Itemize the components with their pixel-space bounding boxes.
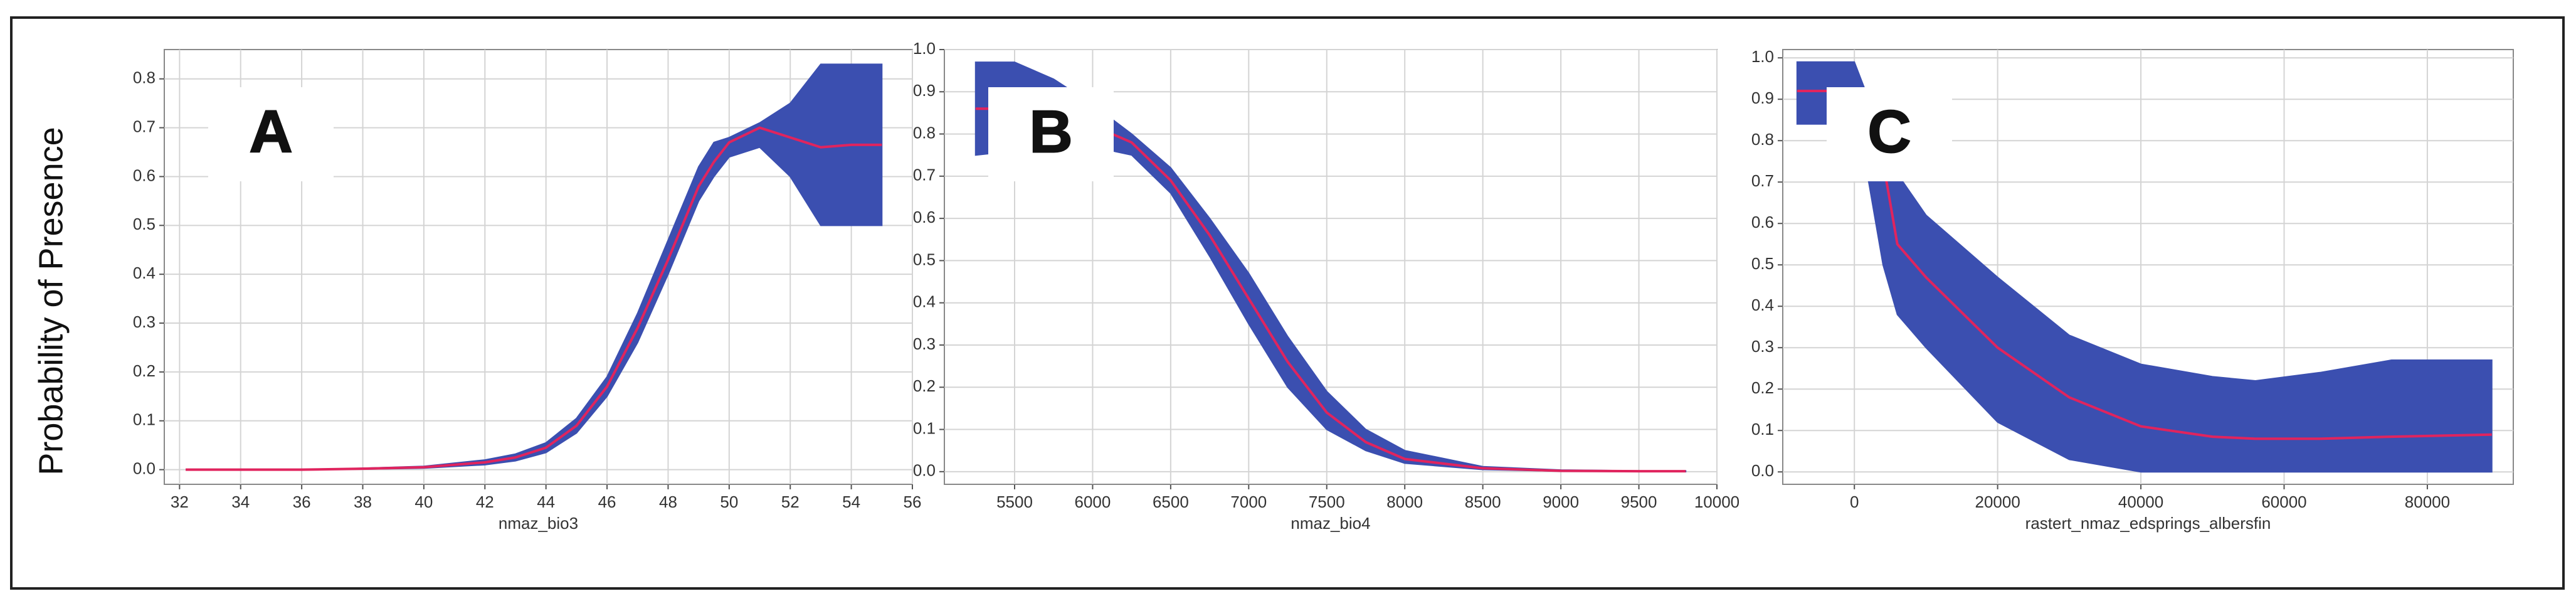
y-tick-label: 0.5 [133, 215, 156, 233]
panel-label: C [1867, 98, 1911, 165]
x-tick-label: 80000 [2405, 492, 2450, 511]
x-tick-label: 8000 [1386, 492, 1423, 511]
x-tick-label: 50 [720, 492, 738, 511]
x-tick-label: 56 [904, 492, 922, 511]
mean-line [186, 126, 882, 471]
y-tick-label: 0.1 [133, 410, 156, 429]
y-tick-label: 0.6 [133, 166, 156, 184]
y-tick-label: 0.2 [1751, 378, 1774, 397]
x-tick-label: 38 [354, 492, 372, 511]
y-tick-label: 0.3 [913, 334, 936, 353]
x-tick-label: 7000 [1230, 492, 1267, 511]
x-tick-label: 40 [414, 492, 433, 511]
y-tick-label: 0.0 [913, 461, 936, 480]
confidence-band [1796, 61, 2493, 473]
x-tick-label: 10000 [1694, 492, 1739, 511]
x-tick-label: 32 [171, 492, 189, 511]
y-tick-label: 1.0 [1751, 47, 1774, 66]
y-tick-label: 0.8 [133, 68, 156, 87]
x-tick-label: 54 [842, 492, 860, 511]
x-tick-label: 9500 [1621, 492, 1657, 511]
y-tick-label: 0.7 [133, 117, 156, 136]
x-tick-label: 40000 [2118, 492, 2163, 511]
y-tick-label: 0.0 [1751, 461, 1774, 480]
y-tick-label: 0.8 [1751, 130, 1774, 149]
x-tick-label: 6000 [1075, 492, 1111, 511]
x-tick-label: 34 [231, 492, 250, 511]
y-tick-label: 0.9 [913, 81, 936, 100]
x-tick-label: 20000 [1975, 492, 2020, 511]
y-tick-label: 0.6 [913, 208, 936, 226]
y-tick-label: 0.0 [133, 459, 156, 478]
y-tick-label: 0.7 [913, 166, 936, 184]
x-tick-label: 60000 [2261, 492, 2306, 511]
x-tick-label: 36 [293, 492, 311, 511]
y-tick-label: 0.3 [133, 312, 156, 331]
y-tick-label: 0.5 [1751, 254, 1774, 273]
x-tick-label: 48 [659, 492, 677, 511]
y-axis-label: Probability of Presence [32, 127, 70, 475]
y-tick-label: 0.4 [913, 292, 936, 311]
y-tick-label: 0.6 [1751, 213, 1774, 231]
y-tick-label: 1.0 [913, 39, 936, 58]
x-tick-label: 44 [537, 492, 555, 511]
y-tick-label: 0.2 [913, 376, 936, 395]
y-tick-label: 0.7 [1751, 171, 1774, 190]
y-tick-label: 0.5 [913, 250, 936, 269]
y-tick-label: 0.4 [133, 263, 156, 282]
panel-label-box [208, 87, 334, 181]
x-tick-label: 42 [476, 492, 494, 511]
panel-label: B [1029, 98, 1072, 165]
panel-label: A [249, 98, 292, 165]
x-tick-label: 46 [598, 492, 616, 511]
y-tick-label: 0.8 [913, 123, 936, 142]
y-tick-label: 0.2 [133, 361, 156, 380]
y-tick-label: 0.9 [1751, 88, 1774, 107]
y-tick-label: 0.1 [1751, 420, 1774, 439]
x-tick-label: 8500 [1465, 492, 1501, 511]
y-tick-label: 0.1 [913, 418, 936, 437]
panel-label-box [1827, 87, 1952, 181]
panel-label-box [988, 87, 1114, 181]
y-tick-label: 0.3 [1751, 337, 1774, 356]
x-axis-label: nmaz_bio4 [1291, 514, 1370, 533]
x-tick-label: 7500 [1309, 492, 1345, 511]
x-tick-label: 9000 [1543, 492, 1579, 511]
y-tick-label: 0.4 [1751, 295, 1774, 314]
x-axis-label: nmaz_bio3 [499, 514, 578, 533]
x-axis-label: rastert_nmaz_edsprings_albersfin [2025, 514, 2271, 533]
x-tick-label: 0 [1850, 492, 1859, 511]
x-tick-label: 52 [781, 492, 800, 511]
x-tick-label: 5500 [996, 492, 1033, 511]
x-tick-label: 6500 [1153, 492, 1189, 511]
